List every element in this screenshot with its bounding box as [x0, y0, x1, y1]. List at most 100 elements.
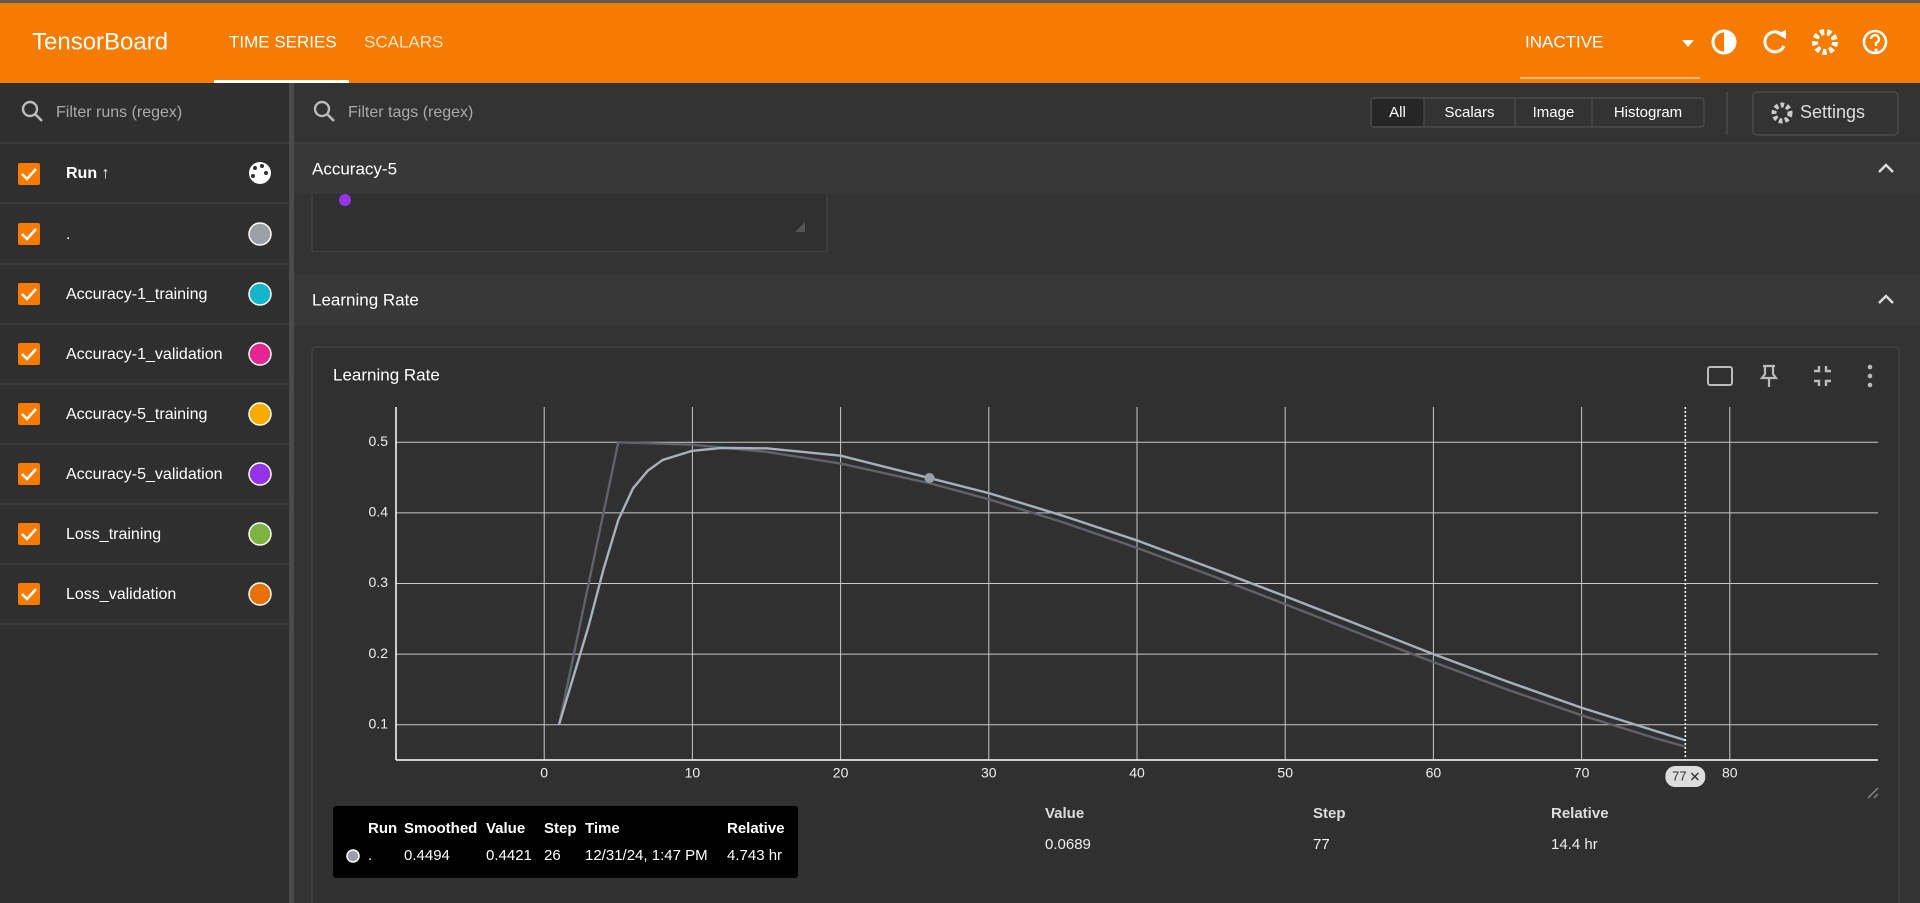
check-mark — [21, 528, 37, 541]
table-header: Relative — [1551, 805, 1609, 822]
run-color[interactable] — [248, 582, 272, 606]
chart-card — [311, 346, 1900, 903]
tooltip-header: Time — [585, 820, 620, 837]
fit-icon[interactable] — [1707, 366, 1733, 386]
run-name: Accuracy-1_validation — [66, 346, 223, 363]
tag-button[interactable]: Scalars — [1444, 104, 1494, 121]
run-color[interactable] — [248, 282, 272, 306]
settings-button-icon — [1771, 102, 1793, 124]
collapse-icon[interactable] — [1878, 294, 1894, 304]
run-color[interactable] — [248, 402, 272, 426]
x-tick-label: 50 — [1277, 765, 1293, 781]
palette-dot — [253, 166, 257, 170]
tag-button-group — [1370, 97, 1705, 128]
check-mark — [21, 288, 37, 301]
run-color[interactable] — [248, 522, 272, 546]
table-cell: 77 — [1313, 836, 1330, 853]
hover-point — [924, 473, 935, 484]
tag-button-active — [1372, 99, 1424, 126]
dropdown-arrow — [1682, 40, 1694, 47]
search-icon — [313, 100, 331, 118]
x-tick-label: 10 — [685, 765, 701, 781]
help-dot — [1874, 48, 1878, 52]
checkbox[interactable] — [18, 403, 40, 425]
header-bar — [0, 0, 1920, 83]
run-name: Accuracy-5_validation — [66, 466, 223, 483]
x-tick-label: 60 — [1426, 765, 1442, 781]
checkbox[interactable] — [18, 163, 40, 185]
run-color[interactable] — [248, 222, 272, 246]
x-tick-label: 40 — [1129, 765, 1145, 781]
x-tick-label: 80 — [1722, 765, 1738, 781]
sidebar — [0, 83, 289, 903]
settings-icon-hub — [1821, 38, 1829, 46]
more-icon[interactable] — [1867, 382, 1873, 388]
run-name: Loss_validation — [66, 586, 176, 603]
table-cell: 14.4 hr — [1551, 836, 1598, 853]
checkbox[interactable] — [18, 463, 40, 485]
tooltip-header: Smoothed — [404, 820, 477, 837]
tooltip-header: Value — [486, 820, 525, 837]
palette-dot — [260, 164, 264, 168]
settings-icon[interactable] — [1812, 29, 1838, 55]
run-color[interactable] — [248, 462, 272, 486]
settings-label: Settings — [1800, 102, 1865, 122]
series-line — [557, 441, 1686, 748]
nav-tab[interactable]: SCALARS — [364, 32, 443, 51]
checkbox[interactable] — [18, 523, 40, 545]
tooltip-cell: 0.4421 — [486, 847, 532, 864]
collapse-icon[interactable] — [1878, 163, 1894, 173]
palette-dot — [264, 171, 268, 175]
x-tick-label: 20 — [833, 765, 849, 781]
run-name: Accuracy-5_training — [66, 406, 207, 423]
tag-filter[interactable]: Filter tags (regex) — [348, 104, 473, 121]
help-icon[interactable] — [1862, 29, 1888, 55]
check-mark — [21, 348, 37, 361]
run-name: Accuracy-1_training — [66, 286, 207, 303]
section-header — [294, 274, 1920, 326]
tag-button[interactable]: Image — [1533, 104, 1575, 121]
tooltip-run-dot — [346, 849, 360, 863]
reload-arrow — [1777, 30, 1786, 39]
tag-button[interactable]: Histogram — [1614, 104, 1682, 121]
settings-button[interactable] — [1752, 91, 1899, 136]
more-icon[interactable] — [1867, 364, 1873, 370]
step-chip-label: 77 — [1672, 768, 1686, 783]
status-select[interactable]: INACTIVE — [1525, 32, 1603, 51]
collapse-chart-icon[interactable] — [1814, 366, 1831, 386]
pin-icon[interactable] — [1759, 364, 1779, 387]
check-mark — [21, 168, 37, 181]
run-filter[interactable]: Filter runs (regex) — [56, 104, 182, 121]
check-mark — [21, 588, 37, 601]
y-tick-label: 0.4 — [369, 504, 389, 520]
checkbox[interactable] — [18, 343, 40, 365]
check-mark — [21, 408, 37, 421]
y-tick-label: 0.2 — [369, 645, 389, 661]
nav-tab[interactable]: TIME SERIES — [229, 32, 337, 51]
table-header: Step — [1313, 805, 1346, 822]
checkbox[interactable] — [18, 223, 40, 245]
x-tick-label: 0 — [540, 765, 548, 781]
checkbox[interactable] — [18, 283, 40, 305]
legend-dot — [339, 194, 351, 206]
section-gap — [294, 252, 1920, 274]
tooltip-cell: 26 — [544, 847, 561, 864]
step-chip[interactable] — [1665, 766, 1706, 787]
run-color[interactable] — [248, 342, 272, 366]
reload-icon[interactable] — [1763, 30, 1786, 54]
resize-handle — [795, 222, 805, 232]
app-title: TensorBoard — [32, 28, 168, 55]
more-icon[interactable] — [1867, 373, 1873, 379]
chart-title: Learning Rate — [333, 365, 440, 384]
tag-button[interactable]: All — [1389, 104, 1406, 121]
y-tick-label: 0.1 — [369, 715, 389, 731]
top-edge — [0, 0, 1920, 3]
checkbox[interactable] — [18, 583, 40, 605]
palette-dot — [251, 174, 255, 178]
tooltip-header: Run — [368, 820, 397, 837]
y-tick-label: 0.3 — [369, 574, 389, 590]
run-name: . — [66, 226, 70, 243]
help-mark — [1869, 33, 1881, 46]
